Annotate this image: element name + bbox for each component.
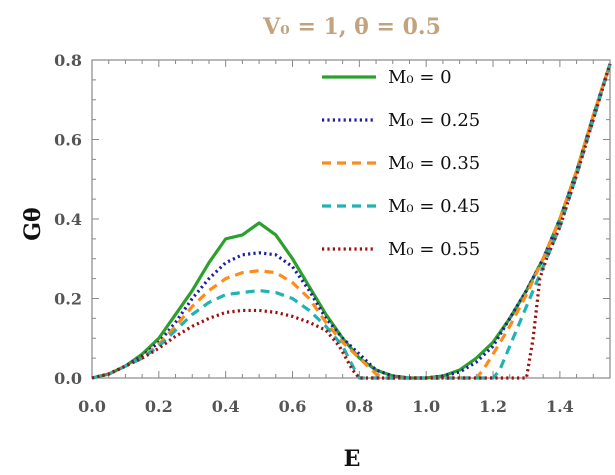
x-axis-title: E [344,446,361,472]
series-lines [91,63,612,380]
series-line-3 [91,63,612,380]
legend-label-2: M₀ = 0.35 [388,153,480,174]
x-tick-label: 0.0 [78,397,106,416]
y-tick-label: 0.2 [54,290,82,309]
series-line-4 [91,63,612,380]
legend: M₀ = 0 M₀ = 0.25 M₀ = 0.35 M₀ = 0.45 M₀ = 0.… [322,67,480,260]
series-line-1 [91,63,612,380]
series-line-0 [91,63,612,380]
x-tick-label: 1.4 [546,397,574,416]
legend-label-4: M₀ = 0.55 [388,239,480,260]
y-tick-label: 0.4 [54,210,82,229]
x-tick-label: 1.2 [479,397,507,416]
tick-labels: 0.0 0.2 0.4 0.6 0.8 1.0 1.2 1.4 0.0 0.2 0.4 0.6 0.8 [54,51,574,416]
x-tick-label: 0.8 [345,397,373,416]
chart-title: V₀ = 1, θ = 0.5 [262,14,441,40]
x-tick-label: 0.4 [212,397,240,416]
legend-label-0: M₀ = 0 [388,67,452,88]
y-tick-label: 0.8 [54,51,82,70]
y-axis-title: Gθ [20,207,46,240]
legend-label-3: M₀ = 0.45 [388,196,480,217]
series-line-2 [91,63,612,380]
x-tick-label: 1.0 [412,397,440,416]
y-tick-label: 0.6 [54,131,82,150]
y-tick-label: 0.0 [54,369,82,388]
x-tick-label: 0.2 [145,397,173,416]
legend-label-1: M₀ = 0.25 [388,110,480,131]
x-tick-label: 0.6 [279,397,307,416]
